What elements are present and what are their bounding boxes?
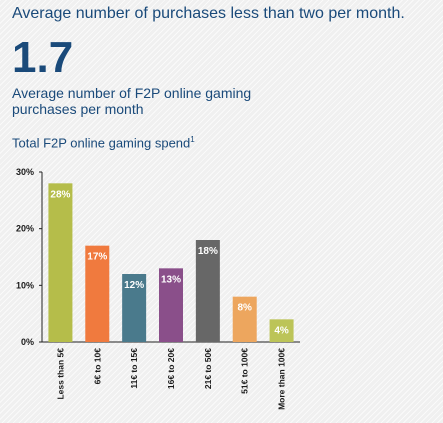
chart-bars: 28% 17% 12% 13% 18% 8% 4% [48, 183, 294, 342]
bar [159, 268, 183, 342]
chart-axes: 0% 10% 20% 30% Less than 5€ 6€ to 10€ 11€ to 1… [16, 167, 300, 410]
chart-title: Total F2P online gaming spend1 [12, 135, 195, 150]
chart-title-text: Total F2P online gaming spend [12, 135, 191, 151]
x-tick-label: More than 100€ [277, 348, 287, 410]
y-tick-label: 30% [16, 167, 34, 177]
chart-title-footnote: 1 [190, 135, 195, 144]
x-tick-label: Less than 5€ [55, 348, 65, 400]
bar-value-label: 12% [124, 280, 144, 291]
bar [48, 183, 73, 342]
x-tick-label: 6€ to 10€ [92, 348, 102, 385]
bar-value-label: 4% [274, 325, 289, 336]
bar [232, 296, 257, 342]
stat-description: Average number of F2P online gaming purc… [12, 85, 252, 117]
headline: Average number of purchases less than tw… [12, 5, 405, 22]
bar-value-label: 8% [237, 303, 252, 314]
bar-value-label: 13% [161, 274, 181, 285]
y-tick-label: 10% [16, 280, 34, 290]
stat-value: 1.7 [12, 33, 74, 82]
bar-value-label: 18% [198, 246, 218, 257]
bar-value-label: 28% [50, 189, 70, 200]
y-tick-label: 20% [16, 224, 34, 234]
x-tick-label: 11€ to 15€ [129, 348, 139, 389]
y-tick-label: 0% [21, 337, 34, 347]
bar-value-label: 17% [87, 252, 107, 263]
bar [85, 245, 110, 342]
bar [269, 319, 294, 342]
x-tick-label: 51€ to 100€ [240, 348, 250, 394]
x-tick-label: 16€ to 20€ [166, 348, 176, 389]
bar [122, 274, 147, 342]
bar [195, 240, 220, 342]
x-tick-label: 21€ to 50€ [203, 348, 213, 389]
